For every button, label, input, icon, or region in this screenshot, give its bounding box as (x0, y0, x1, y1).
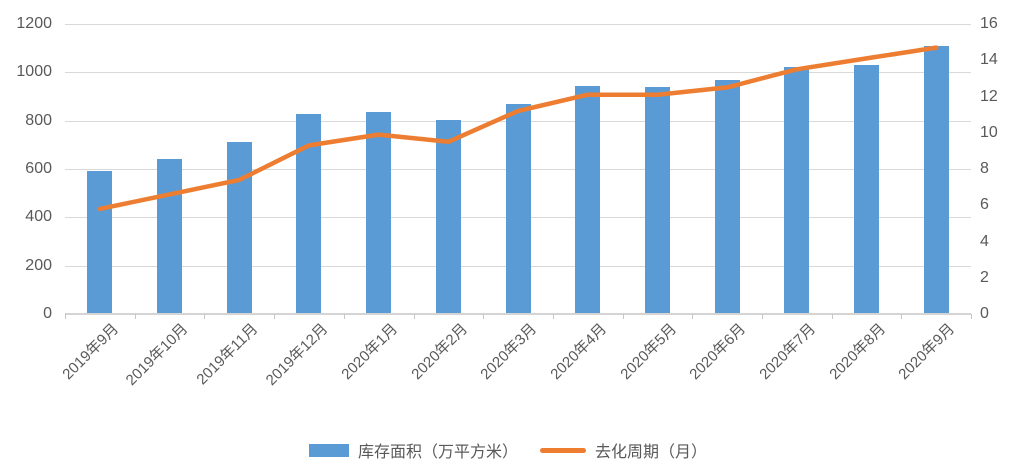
bar (366, 112, 392, 314)
x-tick-label: 2019年9月 (59, 320, 123, 384)
bar (575, 86, 601, 314)
y-right-tick-label: 12 (980, 87, 998, 105)
x-axis-tick (65, 314, 66, 319)
y-left-tick-label: 200 (25, 256, 52, 274)
bar (435, 119, 461, 314)
x-tick-label: 2020年8月 (826, 320, 889, 384)
gridline (65, 24, 971, 25)
x-tick-label: 2020年1月 (338, 320, 401, 384)
bar (87, 171, 113, 314)
x-axis-tick (831, 314, 833, 319)
x-axis-tick (552, 314, 554, 319)
bar (157, 159, 182, 314)
bar (505, 103, 531, 315)
x-tick-label: 2020年9月 (895, 320, 959, 384)
y-left-tick-label: 800 (25, 111, 52, 129)
y-right-tick-label: 10 (980, 123, 998, 141)
legend-line-label: 去化周期（月） (595, 444, 708, 461)
bar (226, 141, 252, 314)
x-axis-tick (971, 314, 972, 319)
y-left-tick-label: 400 (25, 208, 52, 226)
x-tick-label: 2019年11月 (193, 320, 262, 389)
legend-bar-swatch (308, 443, 349, 457)
x-axis-line (65, 313, 971, 315)
bar (854, 64, 879, 314)
x-tick-label: 2020年4月 (547, 320, 611, 384)
bar (784, 66, 810, 314)
legend-bar-label: 库存面积（万平方米） (357, 444, 518, 461)
x-axis-tick (413, 314, 415, 319)
bar (923, 46, 949, 314)
x-axis-tick (204, 314, 206, 319)
y-left-tick-label: 1200 (16, 15, 52, 32)
bar (644, 86, 670, 314)
y-right-tick-label: 8 (980, 160, 989, 177)
y-right-tick-label: 2 (980, 268, 989, 286)
y-left-tick-label: 1000 (16, 63, 52, 81)
y-right-tick-label: 14 (980, 51, 998, 69)
legend: 库存面积（万平方米） 去化周期（月） (0, 438, 1016, 462)
y-right-tick-label: 16 (980, 15, 998, 32)
y-right-tick-label: 6 (980, 196, 989, 214)
x-axis-tick (483, 314, 485, 319)
x-tick-label: 2019年12月 (262, 320, 332, 389)
bar (714, 79, 740, 314)
y-left-tick-label: 600 (25, 160, 52, 177)
x-axis-tick (901, 314, 903, 319)
x-tick-label: 2020年3月 (477, 320, 541, 384)
x-axis-tick (134, 314, 136, 319)
x-axis-tick (343, 314, 345, 319)
x-axis-tick (274, 314, 276, 319)
x-axis-tick (692, 314, 694, 319)
x-tick-label: 2020年7月 (756, 320, 820, 384)
x-tick-label: 2020年6月 (686, 320, 750, 384)
y-right-tick-label: 4 (980, 232, 989, 250)
y-left-tick-label: 0 (43, 305, 52, 322)
y-right-tick-label: 0 (980, 305, 989, 322)
bar (296, 113, 322, 314)
gridline (65, 72, 971, 74)
legend-line-swatch (540, 447, 586, 453)
x-tick-label: 2020年5月 (616, 320, 680, 384)
x-tick-label: 2020年2月 (407, 320, 471, 384)
x-axis-tick (761, 314, 763, 319)
x-axis-tick (622, 314, 624, 319)
x-tick-label: 2019年10月 (123, 320, 192, 389)
